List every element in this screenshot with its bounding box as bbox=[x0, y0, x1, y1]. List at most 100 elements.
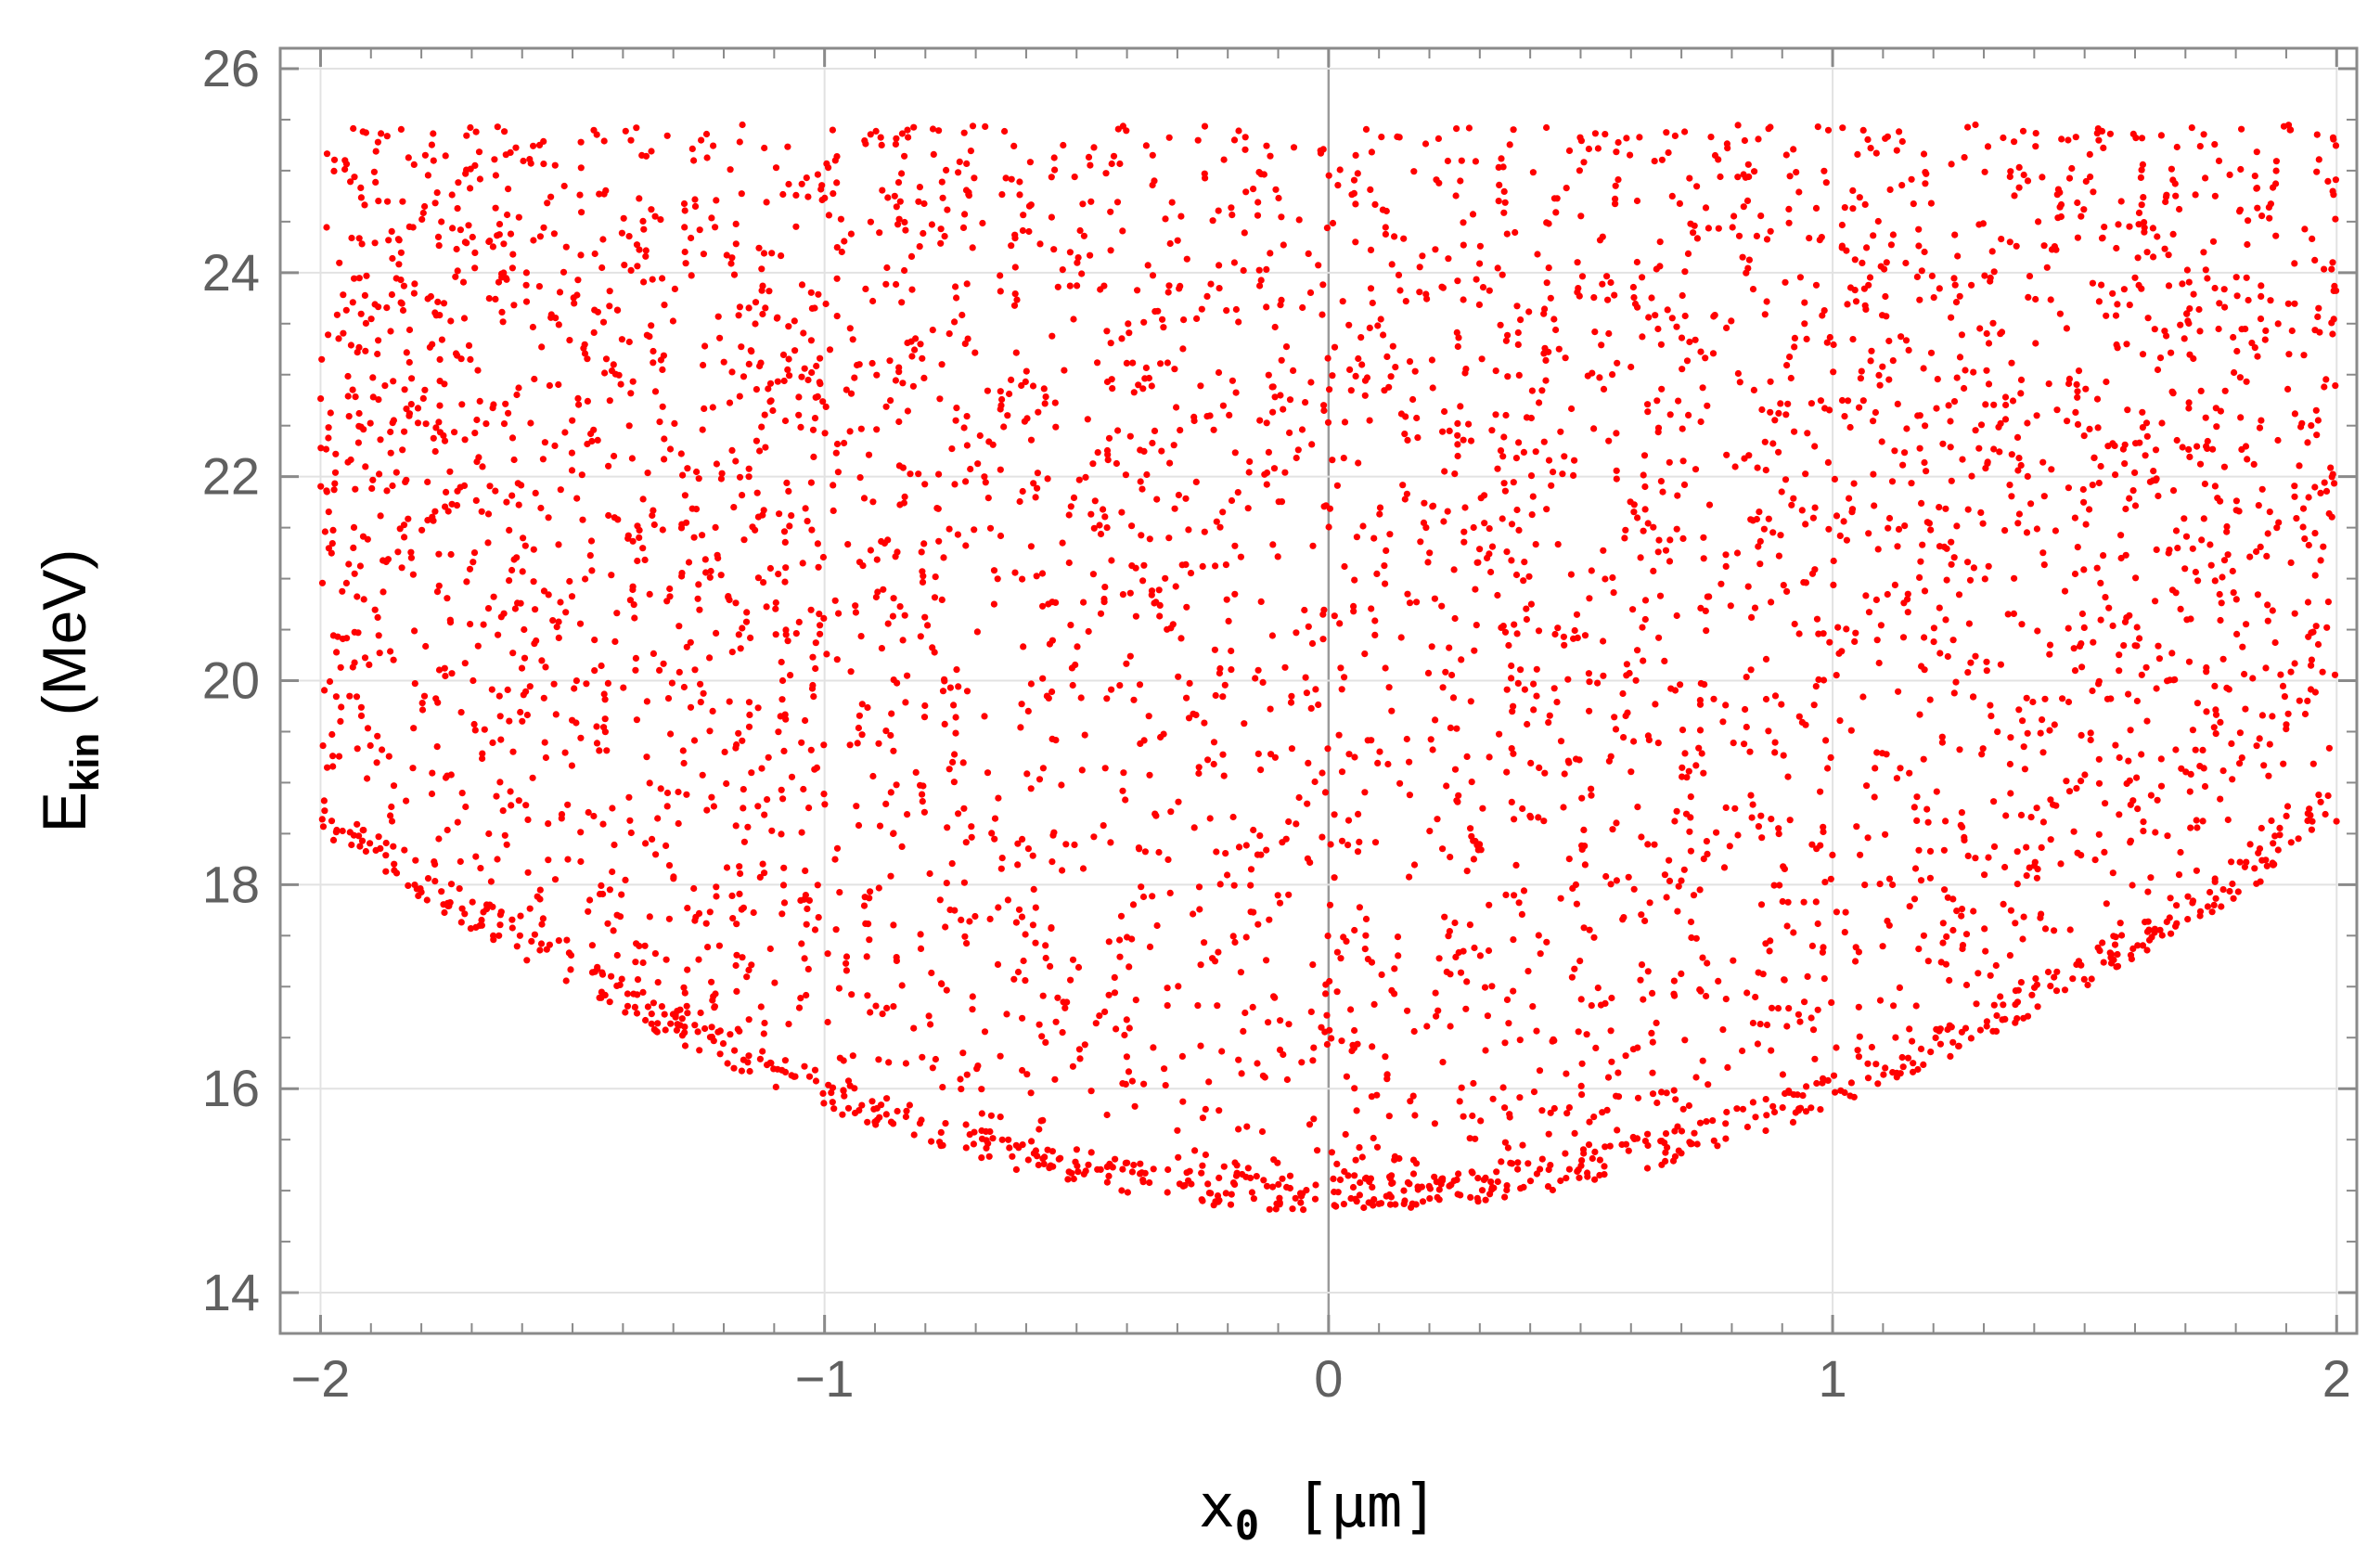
data-point bbox=[1167, 808, 1175, 816]
data-point bbox=[2172, 922, 2180, 930]
data-point bbox=[2260, 762, 2268, 769]
data-point bbox=[469, 233, 476, 241]
data-point bbox=[778, 910, 786, 918]
data-point bbox=[2291, 483, 2298, 490]
data-point bbox=[985, 1152, 993, 1160]
data-point bbox=[1326, 386, 1333, 393]
data-point bbox=[1140, 447, 1148, 455]
data-point bbox=[1527, 600, 1535, 608]
data-point bbox=[1848, 506, 1857, 513]
data-point bbox=[1924, 958, 1932, 965]
data-point bbox=[874, 588, 881, 596]
data-point bbox=[2215, 325, 2222, 333]
data-point bbox=[1538, 1155, 1546, 1163]
data-point bbox=[1756, 509, 1763, 516]
data-point bbox=[2116, 651, 2123, 659]
data-point bbox=[1403, 735, 1410, 743]
data-point bbox=[355, 422, 363, 430]
data-point bbox=[329, 763, 337, 770]
data-point bbox=[563, 936, 571, 944]
data-point bbox=[1268, 632, 1276, 639]
data-point bbox=[465, 222, 472, 229]
data-point bbox=[1793, 169, 1800, 176]
data-point bbox=[484, 510, 493, 518]
data-point bbox=[762, 444, 769, 451]
data-point bbox=[527, 160, 534, 167]
data-point bbox=[2257, 878, 2264, 885]
data-point bbox=[1488, 543, 1497, 550]
data-point bbox=[1500, 480, 1508, 487]
data-point bbox=[2269, 713, 2276, 720]
data-point bbox=[520, 157, 527, 165]
data-point bbox=[492, 172, 500, 179]
data-point bbox=[2122, 505, 2129, 513]
data-point bbox=[1817, 1106, 1824, 1114]
data-point bbox=[1655, 536, 1663, 544]
data-point bbox=[1871, 502, 1878, 509]
data-point bbox=[951, 318, 958, 326]
data-point bbox=[1321, 789, 1330, 796]
data-point bbox=[1069, 1062, 1076, 1070]
data-point bbox=[1936, 543, 1944, 550]
data-point bbox=[650, 359, 657, 367]
data-point bbox=[1605, 437, 1613, 444]
data-point bbox=[1863, 244, 1871, 251]
data-point bbox=[1231, 449, 1239, 457]
data-point bbox=[2015, 184, 2023, 191]
data-point bbox=[495, 631, 502, 638]
data-point bbox=[2080, 566, 2088, 573]
data-point bbox=[2183, 266, 2191, 274]
data-point bbox=[795, 1004, 804, 1011]
data-point bbox=[1774, 1005, 1782, 1012]
data-point bbox=[1175, 673, 1182, 680]
data-point bbox=[2248, 340, 2256, 347]
data-point bbox=[753, 489, 761, 496]
data-point bbox=[1441, 913, 1448, 921]
data-point bbox=[1338, 837, 1346, 844]
data-point bbox=[695, 909, 703, 918]
data-point bbox=[345, 560, 353, 568]
data-point bbox=[2253, 742, 2260, 750]
data-point bbox=[2084, 981, 2091, 989]
data-point bbox=[934, 505, 942, 512]
data-point bbox=[457, 355, 465, 363]
data-point bbox=[581, 341, 588, 348]
data-point bbox=[544, 200, 551, 207]
data-point bbox=[1904, 609, 1911, 616]
data-point bbox=[2243, 378, 2250, 385]
data-point bbox=[921, 481, 929, 488]
data-point bbox=[2304, 439, 2311, 446]
data-point bbox=[1658, 385, 1666, 393]
data-point bbox=[954, 531, 961, 538]
data-point bbox=[1401, 496, 1409, 503]
data-point bbox=[574, 394, 582, 402]
data-point bbox=[1681, 1037, 1689, 1044]
data-point bbox=[1167, 624, 1175, 632]
data-point bbox=[1280, 241, 1287, 249]
data-point bbox=[1242, 188, 1250, 196]
data-point bbox=[1961, 154, 1968, 161]
data-point bbox=[371, 301, 379, 308]
data-point bbox=[1824, 458, 1832, 466]
data-point bbox=[1439, 1059, 1447, 1066]
data-point bbox=[739, 624, 746, 632]
data-point bbox=[1596, 374, 1603, 381]
data-point bbox=[1915, 242, 1923, 250]
data-point bbox=[2111, 442, 2118, 449]
data-point bbox=[1410, 861, 1419, 869]
data-point bbox=[1426, 1195, 1434, 1203]
data-point bbox=[797, 423, 804, 431]
data-point bbox=[1361, 392, 1369, 399]
data-point bbox=[981, 713, 988, 720]
data-point bbox=[2071, 570, 2079, 578]
data-point bbox=[536, 233, 545, 240]
data-point bbox=[1001, 127, 1009, 135]
data-point bbox=[1463, 978, 1471, 985]
data-point bbox=[1533, 665, 1540, 673]
data-point bbox=[701, 1024, 709, 1033]
data-point bbox=[2272, 158, 2280, 165]
data-point bbox=[642, 1016, 650, 1024]
data-point bbox=[709, 707, 716, 715]
data-point bbox=[1644, 968, 1652, 975]
data-point bbox=[1875, 371, 1883, 379]
